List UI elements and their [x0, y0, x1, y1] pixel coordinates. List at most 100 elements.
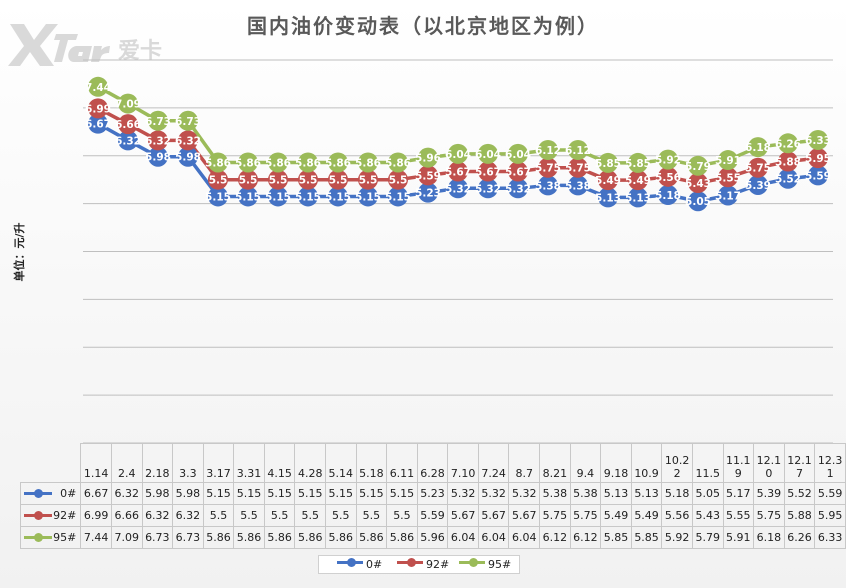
- table-cell: 5.49: [630, 504, 663, 527]
- legend-item: 0#: [337, 558, 382, 571]
- data-label: 5.05: [685, 196, 711, 208]
- data-label: 5.75: [535, 163, 561, 175]
- table-cell: 5.56: [661, 504, 693, 527]
- table-cell: 5.98: [172, 482, 204, 505]
- table-row: 0# 6.67 6.32 5.98 5.98 5.15 5.15 5.15 5.15 5.15 5.…: [19, 482, 846, 505]
- x-tick-label: 9.18: [600, 443, 632, 483]
- x-tick-label: 7.24: [477, 443, 510, 483]
- data-label: 5.38: [565, 180, 591, 192]
- table-cell: 5.17: [722, 482, 755, 505]
- x-tick-label: 1.14: [80, 443, 112, 483]
- data-label: 5.32: [445, 183, 471, 195]
- data-point: [328, 152, 348, 173]
- table-cell: 5.85: [630, 526, 663, 549]
- table-cell: 5.23: [416, 482, 449, 505]
- data-point: [538, 157, 558, 178]
- data-point: [568, 140, 588, 161]
- data-point: [628, 152, 648, 173]
- table-cell: 6.99: [80, 504, 112, 527]
- data-label: 5.49: [595, 175, 621, 187]
- data-label: 5.38: [535, 180, 561, 192]
- data-point: [418, 147, 438, 168]
- data-label: 6.73: [175, 116, 201, 128]
- x-tick-label: 10.9: [630, 443, 663, 483]
- data-point: [748, 157, 768, 178]
- data-label: 5.13: [595, 192, 621, 204]
- table-cell: 5.05: [691, 482, 724, 505]
- table-cell: 6.67: [80, 482, 112, 505]
- data-label: 5.86: [355, 157, 381, 169]
- table-cell: 5.86: [386, 526, 418, 549]
- table-cell: 5.5: [233, 504, 265, 527]
- data-point: [748, 174, 768, 195]
- table-cell: 5.59: [814, 482, 846, 505]
- table-cell: 5.5: [325, 504, 357, 527]
- table-cell: 5.15: [355, 482, 388, 505]
- data-point: [388, 169, 408, 190]
- data-label: 5.5: [239, 175, 258, 187]
- data-label: 6.32: [175, 135, 201, 147]
- data-label: 5.32: [505, 183, 531, 195]
- data-point: [658, 185, 678, 206]
- legend-item: 95#: [459, 558, 511, 571]
- table-cell: 5.55: [722, 504, 755, 527]
- x-tick-label: 2.4: [110, 443, 143, 483]
- chart-title: 国内油价变动表（以北京地区为例）: [247, 14, 599, 38]
- data-label: 5.98: [175, 152, 201, 164]
- table-cell: 6.66: [110, 504, 143, 527]
- data-label: 5.92: [655, 155, 681, 167]
- table-cell: 5.92: [661, 526, 693, 549]
- data-point: [238, 152, 258, 173]
- x-tick-label: 6.11: [386, 443, 418, 483]
- data-label: 5.79: [685, 161, 711, 173]
- data-point: [118, 130, 138, 151]
- table-cell: 6.26: [783, 526, 816, 549]
- data-label: 6.18: [745, 142, 771, 154]
- data-point: [808, 165, 828, 186]
- data-point: [178, 146, 198, 167]
- data-point: [358, 186, 378, 207]
- data-point: [448, 178, 468, 199]
- x-tick-label: 9.4: [569, 443, 602, 483]
- legend-label: 92#: [426, 558, 450, 571]
- data-label: 5.85: [595, 158, 621, 170]
- data-point: [238, 169, 258, 190]
- data-point: [688, 155, 708, 176]
- data-point: [118, 114, 138, 135]
- table-cell: 5.32: [477, 482, 510, 505]
- data-point: [328, 186, 348, 207]
- data-point: [268, 152, 288, 173]
- data-point: [508, 178, 528, 199]
- table-cell: 5.15: [325, 482, 357, 505]
- table-cell: 5.5: [294, 504, 326, 527]
- data-point: [208, 169, 228, 190]
- data-label: 5.67: [505, 167, 531, 179]
- data-point: [748, 137, 768, 158]
- data-point: [208, 152, 228, 173]
- data-point: [508, 143, 528, 164]
- table-cell: 6.12: [569, 526, 602, 549]
- x-tick-label: 8.7: [508, 443, 541, 483]
- data-label: 5.17: [715, 190, 741, 202]
- data-label: 5.5: [209, 175, 228, 187]
- table-cell: 5.79: [691, 526, 724, 549]
- data-label: 5.67: [445, 167, 471, 179]
- legend-key: [24, 489, 52, 498]
- data-label: 5.88: [775, 156, 801, 168]
- data-label: 5.15: [325, 191, 351, 203]
- table-cell: 5.86: [263, 526, 296, 549]
- table-cell: 5.5: [202, 504, 235, 527]
- x-tick-label: 12.1 0: [753, 443, 785, 483]
- table-cell: 5.86: [355, 526, 388, 549]
- data-point: [298, 169, 318, 190]
- data-table: 1.14 2.4 2.18 3.3 3.17 3.31 4.15 4.28 5.14 5.18 6.…: [19, 443, 846, 549]
- brand-logo: 爱卡: [8, 24, 162, 66]
- legend-key: [24, 511, 52, 520]
- table-cell: 5.85: [600, 526, 632, 549]
- data-point: [478, 161, 498, 182]
- data-point: [148, 130, 168, 151]
- data-label: 6.73: [145, 116, 171, 128]
- data-label: 5.52: [775, 174, 801, 186]
- data-point: [808, 148, 828, 169]
- table-cell: 5.59: [416, 504, 449, 527]
